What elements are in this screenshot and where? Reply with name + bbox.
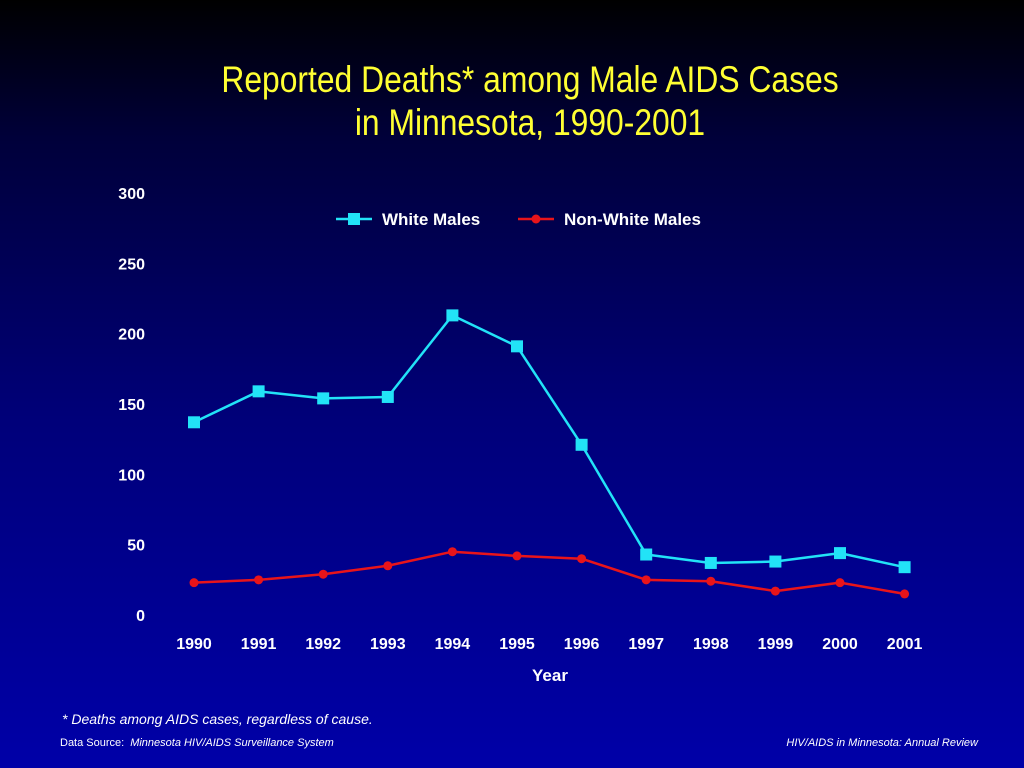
series-line-white-males	[193, 314, 905, 569]
y-tick-label: 0	[136, 608, 145, 625]
data-point-white-males	[898, 561, 911, 574]
y-tick-label: 300	[118, 186, 145, 203]
data-point-non-white-males	[706, 576, 716, 586]
x-tick-label: 1990	[176, 636, 212, 653]
y-tick-label: 200	[118, 327, 145, 344]
data-source-name: Minnesota HIV/AIDS Surveillance System	[130, 737, 334, 749]
y-tick-label: 150	[118, 397, 145, 414]
data-point-white-males	[511, 340, 523, 353]
data-point-non-white-males	[383, 561, 393, 571]
data-point-white-males	[188, 416, 200, 429]
legend-marker-white-males	[348, 213, 360, 225]
data-point-non-white-males	[447, 547, 457, 557]
x-tick-label: 1999	[758, 636, 794, 653]
y-tick-label: 250	[118, 256, 145, 273]
data-point-white-males	[769, 555, 782, 568]
data-point-white-males	[381, 390, 394, 403]
data-point-non-white-males	[189, 578, 199, 588]
data-point-white-males	[704, 556, 717, 569]
line-chart: 0 50 100 150 200 250 300 1990 1991 1992 1993 1994 19…	[118, 186, 923, 685]
chart-title: Reported Deaths* among Male AIDS Cases i…	[74, 58, 986, 144]
x-tick-label: 1994	[435, 636, 471, 653]
data-point-white-males	[446, 309, 459, 322]
x-tick-label: 1995	[499, 636, 535, 653]
x-axis-title: Year	[532, 666, 568, 685]
x-tick-label: 1998	[693, 636, 729, 653]
x-tick-label: 1996	[564, 636, 600, 653]
y-tick-label: 50	[127, 538, 145, 555]
data-point-non-white-males	[318, 569, 328, 579]
legend-label-white-males: White Males	[382, 210, 480, 229]
data-source-label: Data Source:	[60, 737, 125, 749]
data-point-white-males	[575, 438, 588, 451]
data-point-non-white-males	[254, 575, 264, 585]
data-point-non-white-males	[512, 551, 522, 561]
series-line-non-white-males	[193, 550, 905, 596]
title-line-1: Reported Deaths* among Male AIDS Cases	[221, 59, 839, 100]
data-point-white-males	[252, 385, 265, 398]
x-tick-label: 1997	[628, 636, 664, 653]
footnote: * Deaths among AIDS cases, regardless of…	[62, 711, 373, 727]
data-point-non-white-males	[770, 586, 780, 596]
data-point-non-white-males	[641, 575, 651, 585]
data-point-non-white-males	[577, 554, 587, 564]
legend-label-non-white-males: Non-White Males	[564, 210, 701, 229]
x-tick-label: 2000	[822, 636, 858, 653]
x-tick-label: 1992	[305, 636, 341, 653]
data-point-white-males	[834, 547, 846, 560]
data-source: Data Source: Minnesota HIV/AIDS Surveilla…	[60, 737, 334, 749]
data-point-white-males	[317, 392, 330, 405]
data-point-non-white-males	[900, 589, 910, 599]
y-tick-label: 100	[118, 467, 145, 484]
title-line-2: in Minnesota, 1990-2001	[354, 102, 706, 143]
x-tick-label: 1993	[370, 636, 406, 653]
data-point-white-males	[640, 548, 653, 561]
x-tick-label: 2001	[887, 636, 923, 653]
data-point-non-white-males	[835, 578, 845, 588]
x-tick-label: 1991	[241, 636, 277, 653]
report-name: HIV/AIDS in Minnesota: Annual Review	[786, 737, 978, 749]
legend-marker-non-white-males	[531, 214, 541, 224]
